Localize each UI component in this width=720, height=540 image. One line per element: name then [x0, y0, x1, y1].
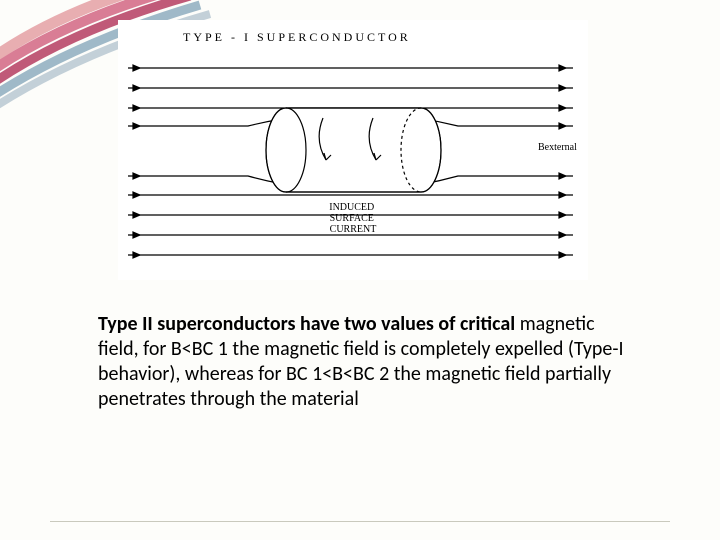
slide-content: TYPE - I SUPERCONDUCTOR	[0, 0, 720, 540]
body-text: Type II superconductors have two values …	[98, 312, 638, 412]
diagram-svg: INDUCED SURFACE CURRENT Bexternal	[118, 50, 588, 280]
arrowheads-left	[133, 65, 140, 258]
diagram-center-label: INDUCED SURFACE CURRENT	[329, 202, 377, 235]
diagram-title: TYPE - I SUPERCONDUCTOR	[183, 30, 411, 45]
cylinder	[266, 108, 441, 192]
arrowheads-right	[559, 65, 566, 258]
footer-divider	[50, 521, 670, 522]
superconductor-diagram: TYPE - I SUPERCONDUCTOR	[118, 20, 588, 280]
diagram-right-label: Bexternal	[538, 142, 577, 153]
body-text-bold: Type II superconductors have two values …	[98, 312, 515, 336]
